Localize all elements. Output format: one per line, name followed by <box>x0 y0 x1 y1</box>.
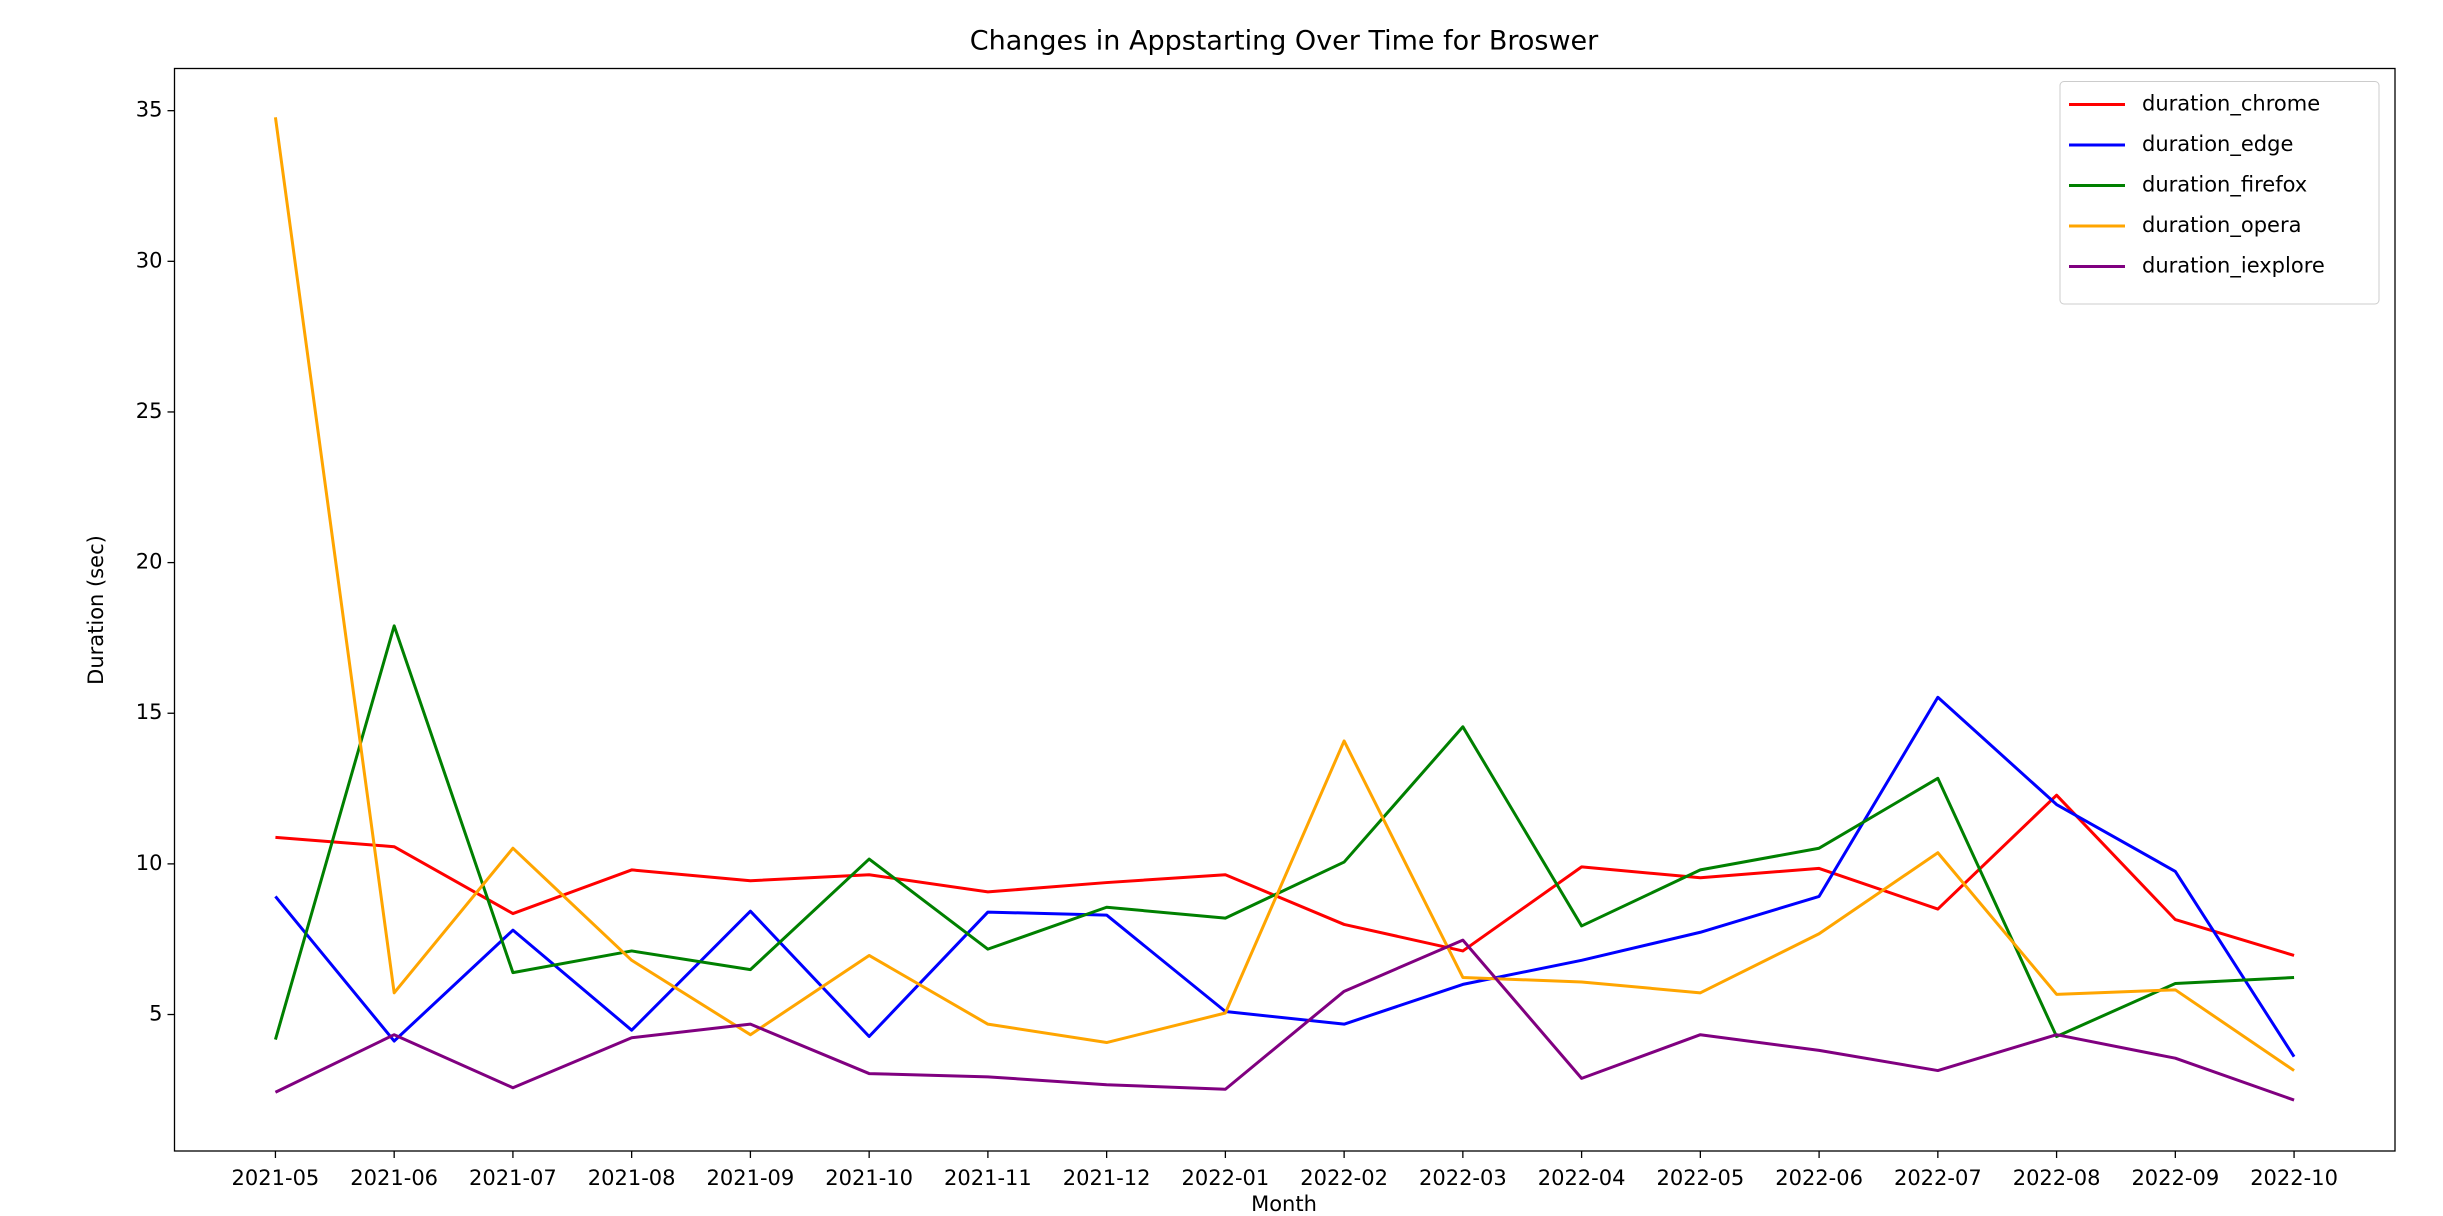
x-tick-label: 2022-07 <box>1894 1166 1982 1190</box>
series-line <box>273 117 2295 1072</box>
legend-label: duration_iexplore <box>2142 254 2325 279</box>
legend-label: duration_edge <box>2142 132 2293 157</box>
y-tick-label: 35 <box>136 98 163 122</box>
x-tick-label: 2022-04 <box>1538 1166 1626 1190</box>
series-line <box>274 695 2296 1058</box>
x-tick-label: 2022-06 <box>1775 1166 1863 1190</box>
x-tick-label: 2021-07 <box>469 1166 557 1190</box>
x-tick-label: 2021-09 <box>707 1166 795 1190</box>
x-tick-label: 2022-10 <box>2250 1166 2338 1190</box>
legend-label: duration_chrome <box>2142 92 2320 117</box>
legend-label: duration_firefox <box>2142 173 2307 198</box>
x-axis-label: Month <box>1251 1192 1317 1216</box>
x-tick-label: 2021-05 <box>232 1166 320 1190</box>
y-tick-label: 10 <box>136 851 163 875</box>
plot-frame <box>173 67 2396 1152</box>
x-tick-label: 2021-10 <box>825 1166 913 1190</box>
y-tick-label: 15 <box>136 700 163 724</box>
y-axis-label: Duration (sec) <box>84 535 108 685</box>
legend: duration_chrome duration_edge duration_fir… <box>2059 81 2380 305</box>
series-line <box>274 938 2295 1102</box>
y-tick-label: 30 <box>136 248 163 272</box>
y-tick-label: 25 <box>136 399 163 423</box>
legend-box <box>2059 81 2380 305</box>
y-tick-label: 20 <box>136 550 163 574</box>
x-tick-label: 2021-12 <box>1063 1166 1151 1190</box>
x-tick-label: 2022-03 <box>1419 1166 1507 1190</box>
y-tick-label: 5 <box>149 1002 162 1026</box>
legend-label: duration_opera <box>2142 213 2301 238</box>
x-tick-label: 2022-01 <box>1182 1166 1270 1190</box>
x-tick-label: 2022-09 <box>2131 1166 2219 1190</box>
series-line <box>273 624 2295 1040</box>
x-tick-label: 2022-08 <box>2013 1166 2101 1190</box>
x-tick-label: 2022-02 <box>1300 1166 1388 1190</box>
x-tick-label: 2021-11 <box>944 1166 1032 1190</box>
x-tick-label: 2021-08 <box>588 1166 676 1190</box>
series-line <box>275 793 2295 957</box>
chart-title: Changes in Appstarting Over Time for Bro… <box>970 26 1599 57</box>
x-tick-label: 2022-05 <box>1656 1166 1744 1190</box>
x-tick-label: 2021-06 <box>350 1166 438 1190</box>
